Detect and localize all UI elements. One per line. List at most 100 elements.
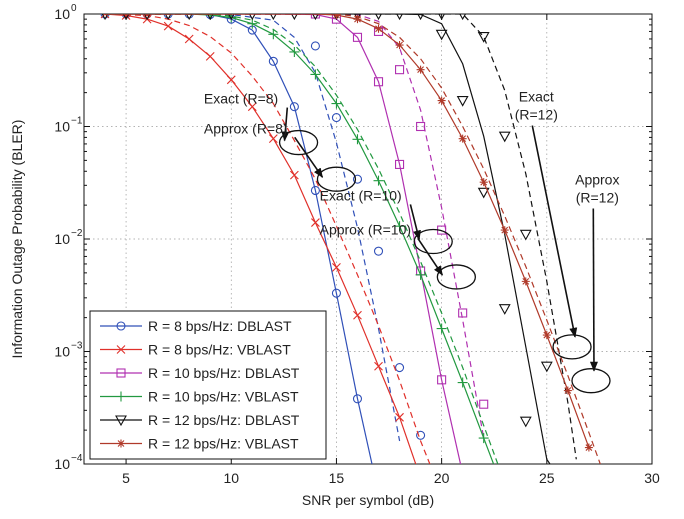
- annotation: Approx (R=10): [320, 221, 477, 290]
- series-point: [331, 113, 341, 123]
- y-tick-exponent: −2: [71, 228, 83, 239]
- legend-item: R = 12 bps/Hz: DBLAST: [100, 412, 300, 428]
- series-point: [353, 15, 362, 24]
- series-point: [416, 65, 425, 74]
- annotation-label: Exact (R=10): [320, 187, 402, 203]
- series-point: [521, 277, 530, 286]
- series-point: [438, 14, 446, 21]
- series-point: [396, 14, 403, 21]
- annotation-label-line2: (R=12): [515, 107, 558, 123]
- series-point: [416, 121, 426, 132]
- series-point: [459, 14, 467, 21]
- legend-swatch-marker: [116, 368, 126, 378]
- y-tick-exponent: −4: [71, 453, 83, 464]
- annotation-arrow: [589, 208, 598, 372]
- series-point: [519, 416, 532, 428]
- series-point: [310, 41, 320, 51]
- series-point: [394, 221, 405, 232]
- series-solid-line: [105, 14, 373, 464]
- x-tick-label: 25: [539, 470, 555, 486]
- series-2: [100, 14, 431, 464]
- series-point: [352, 32, 363, 42]
- series-point: [542, 331, 551, 340]
- series-point: [500, 488, 510, 498]
- y-tick-label: 10: [54, 456, 70, 472]
- series-area: [100, 14, 601, 498]
- series-point: [477, 187, 490, 199]
- series-point: [436, 323, 447, 334]
- annotation: Exact (R=8): [204, 91, 319, 156]
- legend-item: R = 8 bps/Hz: VBLAST: [100, 342, 291, 358]
- series-point: [500, 226, 509, 235]
- series-point: [437, 375, 447, 385]
- series-point: [417, 14, 424, 21]
- series-point: [435, 29, 448, 41]
- series-point: [100, 14, 110, 19]
- legend: R = 8 bps/Hz: DBLAST R = 8 bps/Hz: VBLAST…: [89, 310, 327, 460]
- series-point: [354, 14, 361, 21]
- series-point: [331, 288, 341, 298]
- series-point: [498, 304, 511, 315]
- legend-item: R = 8 bps/Hz: DBLAST: [100, 318, 292, 334]
- series-point: [395, 363, 405, 373]
- annotation-label: Approx (R=8): [204, 120, 288, 136]
- series-point: [289, 102, 299, 112]
- series-point: [456, 96, 469, 107]
- annotation-ellipse: [552, 334, 592, 360]
- series-point: [540, 361, 553, 373]
- legend-label: R = 12 bps/Hz: DBLAST: [148, 412, 300, 428]
- legend-label: R = 8 bps/Hz: DBLAST: [148, 318, 292, 334]
- series-point: [205, 51, 215, 61]
- series-point: [563, 386, 572, 395]
- axis-ticks: [84, 13, 653, 465]
- series-point: [331, 98, 342, 109]
- series-dashed-line: [105, 14, 577, 460]
- series-point: [395, 412, 404, 422]
- series-point: [477, 32, 490, 43]
- y-axis-label: Information Outage Probability (BLER): [9, 120, 25, 359]
- x-tick-label: 20: [434, 470, 450, 486]
- series-point: [415, 269, 426, 280]
- legend-label: R = 10 bps/Hz: VBLAST: [148, 389, 299, 405]
- series-point: [352, 134, 363, 145]
- annotation: Exact (R=12): [515, 89, 592, 360]
- legend-swatch-marker: [116, 345, 126, 354]
- legend-item: R = 10 bps/Hz: DBLAST: [100, 365, 300, 381]
- y-tick-exponent: 0: [71, 3, 77, 14]
- series-point: [121, 14, 131, 20]
- series-point: [352, 394, 363, 404]
- series-point: [374, 24, 383, 33]
- series-point: [268, 56, 278, 66]
- series-point: [395, 65, 405, 75]
- annotation-ellipse: [436, 264, 477, 290]
- legend-item: R = 10 bps/Hz: VBLAST: [100, 389, 299, 405]
- annotation-label: Exact (R=8): [204, 91, 278, 107]
- series-point: [519, 229, 532, 241]
- x-tick-label: 5: [122, 470, 130, 486]
- legend-swatch-marker: [116, 321, 126, 331]
- series-point: [226, 75, 236, 85]
- annotation-ellipse: [278, 129, 319, 156]
- series-point: [289, 46, 300, 57]
- annotations: Exact (R=8) Approx (R=8) Exact (R=10) Appro…: [204, 89, 619, 394]
- series-point: [374, 361, 383, 371]
- series-solid-line: [105, 14, 462, 464]
- series-solid-line: [104, 14, 417, 464]
- series-point: [458, 308, 468, 318]
- annotation-ellipse: [316, 166, 357, 192]
- legend-label: R = 12 bps/Hz: VBLAST: [148, 436, 299, 452]
- series-point: [352, 174, 363, 184]
- annotation-label: Approx: [575, 171, 619, 187]
- series-dashed-line: [104, 14, 431, 464]
- series-point: [311, 218, 320, 227]
- y-tick-label: 10: [54, 6, 70, 22]
- series-point: [310, 185, 320, 196]
- series-point: [479, 399, 489, 409]
- annotation: Approx (R=8): [204, 120, 357, 192]
- annotation-arrow: [417, 237, 444, 276]
- series-point: [416, 430, 426, 440]
- y-tick-exponent: −1: [71, 116, 83, 127]
- series-point: [332, 14, 341, 19]
- x-tick-label: 15: [329, 470, 345, 486]
- legend-item: R = 12 bps/Hz: VBLAST: [100, 436, 299, 452]
